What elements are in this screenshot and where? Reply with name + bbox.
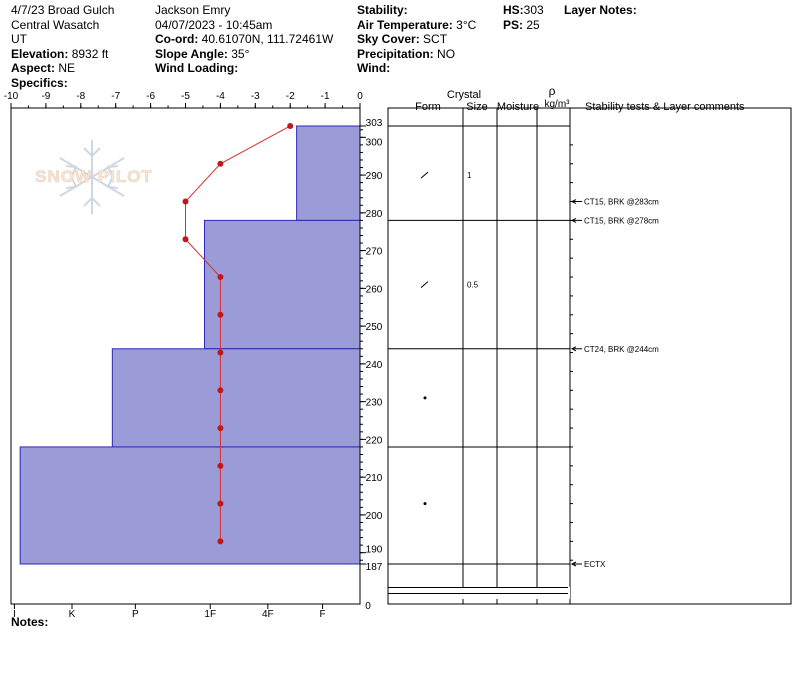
range-name: Central Wasatch [11, 17, 100, 32]
header-form: Form [415, 101, 441, 113]
height-tick-label: 220 [366, 435, 383, 446]
height-tick-label: 303 [366, 118, 383, 129]
crystal-form-symbol [420, 281, 429, 288]
coord-row: Co-ord: 40.61070N, 111.72461W [155, 32, 334, 46]
wind-row: Wind: [357, 61, 391, 75]
temperature-point [217, 462, 224, 469]
temperature-point [217, 274, 224, 281]
stability-test-label: CT24, BRK @244cm [584, 345, 659, 354]
site-name: 4/7/23 Broad Gulch [11, 3, 115, 17]
elevation-row: Elevation: 8932 ft [11, 46, 109, 61]
temperature-point [217, 538, 224, 545]
temp-tick-label: -9 [41, 91, 50, 102]
stability-test-label: ECTX [584, 560, 606, 569]
hardness-tick-label: I [13, 609, 16, 620]
hardness-tick-label: 1F [204, 609, 216, 620]
hardness-layer-bar [111, 348, 361, 448]
hardness-tick-label: K [69, 609, 76, 620]
header-snow-depth: HS:303 PS: 25 [503, 3, 544, 32]
header-stability: Stability tests & Layer comments [585, 101, 745, 113]
stability-test-label: CT15, BRK @278cm [584, 216, 659, 225]
snowflake-icon [59, 140, 125, 214]
height-zero-label: 0 [365, 601, 371, 612]
height-tick-label: 270 [366, 247, 383, 258]
hardness-tick-label: 4F [262, 609, 274, 620]
temperature-point [182, 236, 189, 243]
crystal-form-symbol [423, 502, 427, 506]
temp-tick-label: -4 [216, 91, 225, 102]
temp-tick-label: -3 [251, 91, 260, 102]
temp-tick-label: 0 [357, 91, 363, 102]
crystal-form-symbol [420, 171, 429, 179]
crystal-size-label: 0.5 [467, 281, 479, 290]
temperature-profile-line [185, 125, 291, 542]
height-tick-label: 200 [366, 511, 383, 522]
slope-row: Slope Angle: 35° [155, 46, 250, 61]
temperature-point [217, 425, 224, 432]
height-tick-label: 240 [366, 360, 383, 371]
height-tick-label: 187 [366, 562, 383, 573]
crystal-size-label: 1 [467, 171, 472, 180]
stability-row: Stability: [357, 3, 408, 17]
obs-datetime: 04/07/2023 - 10:45am [155, 17, 273, 32]
temperature-point [217, 500, 224, 507]
temperature-point [217, 160, 224, 167]
height-tick-label: 260 [366, 284, 383, 295]
header-site-info: 4/7/23 Broad Gulch Central Wasatch UT El… [11, 3, 114, 90]
height-tick-label: 280 [366, 209, 383, 220]
header-observer-info: Jackson Emry 04/07/2023 - 10:45am Co-ord… [155, 3, 333, 76]
stability-test-label: CT15, BRK @283cm [584, 198, 659, 207]
temp-tick-label: -1 [321, 91, 330, 102]
hardness-tick-label: P [132, 609, 139, 620]
header-rho: ρ [549, 84, 556, 98]
temperature-point [217, 311, 224, 318]
stability-arrowhead [570, 217, 577, 223]
temp-tick-label: -8 [76, 91, 85, 102]
temperature-point [217, 349, 224, 356]
header-conditions: Stability: Air Temperature: 3°C Sky Cove… [357, 3, 476, 76]
temperature-point [182, 198, 189, 205]
ps-row: PS: 25 [503, 17, 540, 32]
header-density-unit: kg/m³ [545, 99, 571, 110]
stability-arrowhead [570, 346, 577, 352]
header-crystal: Crystal [447, 89, 481, 101]
watermark-text: SNOW PILOT [35, 167, 153, 186]
temp-tick-label: -7 [111, 91, 120, 102]
stability-arrowhead [570, 199, 577, 204]
aspect-row: Aspect: NE [11, 61, 76, 75]
header-size: Size [466, 101, 487, 113]
height-tick-label: 230 [366, 398, 383, 409]
stability-arrowhead [570, 561, 577, 567]
air-temp-row: Air Temperature: 3°C [357, 17, 477, 32]
height-tick-label: 290 [366, 171, 383, 182]
sky-row: Sky Cover: SCT [357, 32, 448, 46]
hardness-layer-bar [296, 125, 361, 221]
height-tick-label: 210 [366, 473, 383, 484]
temp-tick-label: -10 [4, 91, 19, 102]
temp-tick-label: -6 [146, 91, 155, 102]
precip-row: Precipitation: NO [357, 46, 456, 61]
hardness-layer-bar [19, 446, 361, 565]
layer-notes-label: Layer Notes: [564, 3, 637, 17]
state-name: UT [11, 32, 27, 46]
header-moisture: Moisture [497, 101, 539, 113]
snowpilot-watermark: SNOW PILOT [35, 140, 153, 214]
height-tick-label: 300 [366, 137, 383, 148]
hardness-tick-label: F [320, 609, 326, 620]
hardness-layer-bar [203, 219, 361, 350]
specifics-row: Specifics: [11, 75, 68, 90]
wind-loading-row: Wind Loading: [155, 61, 239, 75]
temperature-point [287, 123, 294, 129]
height-tick-label: 190 [366, 545, 383, 556]
temp-tick-label: -5 [181, 91, 190, 102]
hs-row: HS:303 [503, 3, 544, 17]
temp-tick-label: -2 [286, 91, 295, 102]
height-tick-label: 250 [366, 322, 383, 333]
observer-name: Jackson Emry [155, 3, 231, 17]
crystal-form-symbol [423, 396, 427, 400]
layer-table-frame [387, 107, 792, 605]
temperature-point [217, 387, 224, 394]
notes-label: Notes: [11, 615, 49, 629]
